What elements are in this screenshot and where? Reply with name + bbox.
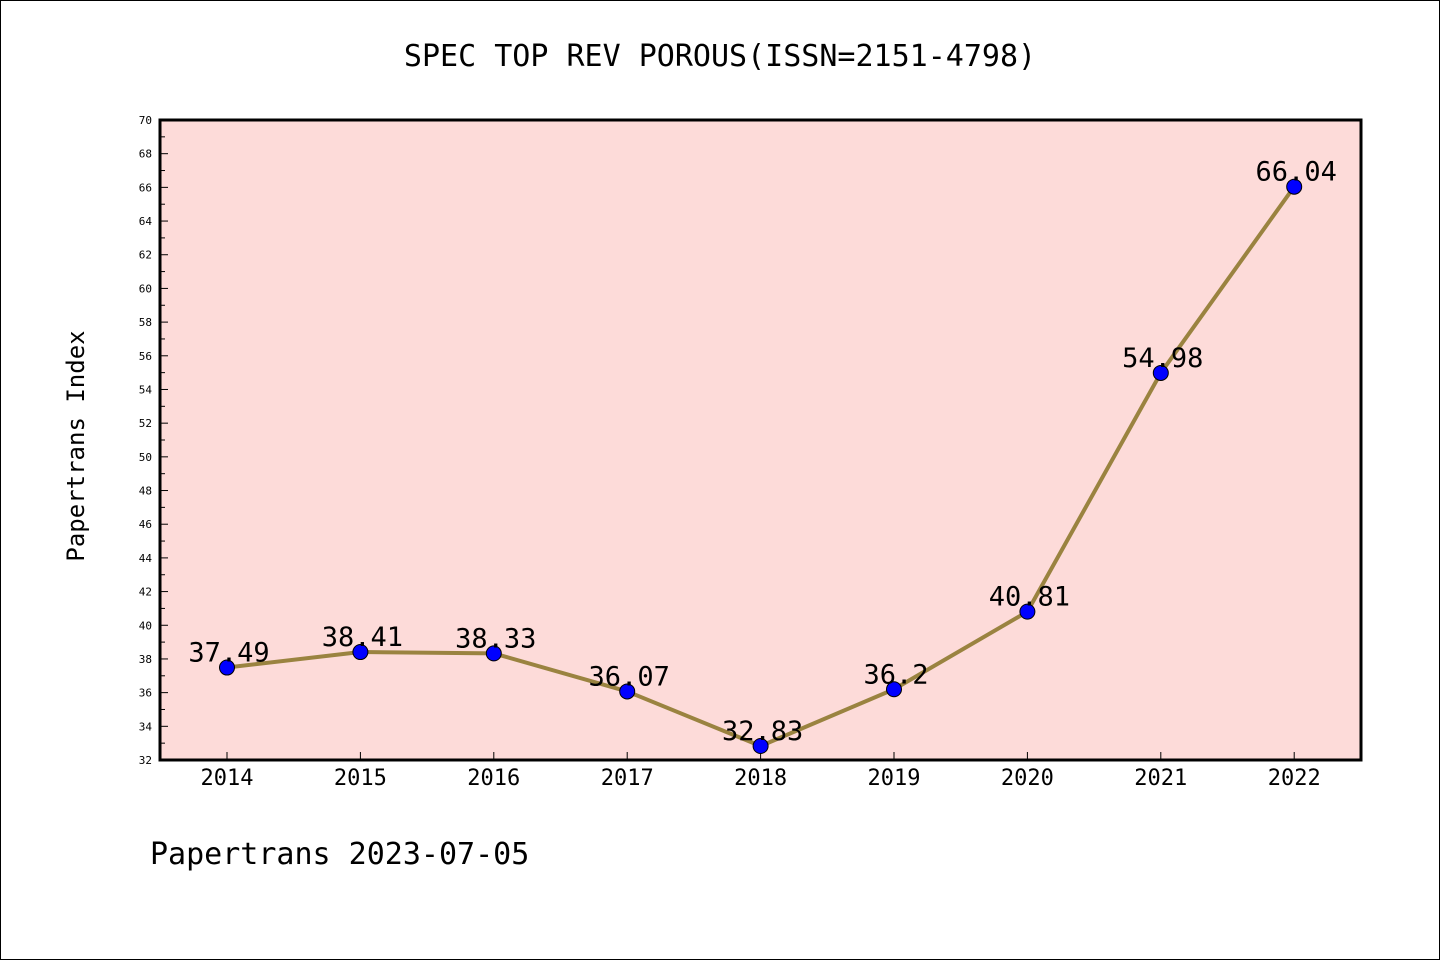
y-tick-label: 64	[139, 215, 153, 228]
data-label: 37.49	[188, 638, 269, 669]
x-tick-label: 2015	[334, 766, 387, 791]
footer-text: Papertrans 2023-07-05	[150, 837, 529, 872]
plot-border	[158, 118, 1363, 762]
y-tick-label: 52	[139, 417, 152, 430]
y-tick-label: 32	[139, 754, 152, 767]
data-point	[1019, 603, 1036, 620]
y-tick-label: 60	[139, 282, 152, 295]
y-tick-label: 42	[139, 586, 152, 599]
y-tick-label: 62	[139, 249, 152, 262]
data-label: 38.41	[322, 622, 403, 653]
x-tick-label: 2014	[201, 766, 254, 791]
data-label: 66.04	[1256, 157, 1337, 188]
data-point	[352, 644, 369, 661]
x-tick-label: 2016	[467, 766, 520, 791]
y-tick-label: 44	[139, 552, 153, 565]
data-point	[886, 681, 902, 698]
data-point	[219, 659, 235, 676]
data-point	[619, 683, 636, 700]
data-label: 38.33	[455, 623, 536, 654]
plot-area	[160, 120, 1361, 760]
y-tick-label: 50	[139, 451, 152, 464]
data-label: 40.81	[989, 582, 1070, 613]
y-tick-label: 38	[139, 653, 152, 666]
y-tick-label: 46	[139, 518, 152, 531]
data-label: 32.83	[722, 716, 803, 747]
y-tick-label: 36	[139, 687, 152, 700]
data-point	[485, 645, 502, 662]
x-tick-label: 2021	[1134, 766, 1187, 791]
data-label: 36.2	[863, 659, 928, 690]
y-tick-label: 58	[139, 316, 152, 329]
data-point	[1286, 178, 1303, 195]
data-labels: 37.49 38.41 38.33 36.07 32.83 36.2 40.81 54.98 6…	[188, 157, 1336, 747]
y-tick-label: 68	[139, 148, 152, 161]
y-tick-label: 34	[139, 720, 153, 733]
x-tick-label: 2022	[1268, 766, 1321, 791]
data-label: 36.07	[589, 661, 670, 692]
y-tick-label: 70	[139, 114, 152, 127]
chart-title: SPEC TOP REV POROUS(ISSN=2151-4798)	[404, 39, 1036, 74]
x-tick-label: 2019	[868, 766, 921, 791]
x-tick-label: 2020	[1001, 766, 1054, 791]
data-points	[219, 178, 1303, 755]
x-axis: 2014 2015 2016 2017 2018 2019 2020 2021 2022	[201, 752, 1321, 791]
y-tick-label: 48	[139, 485, 152, 498]
x-tick-label: 2018	[734, 766, 787, 791]
y-tick-label: 40	[139, 619, 152, 632]
data-label: 54.98	[1122, 343, 1203, 374]
y-axis-title: Papertrans Index	[62, 330, 90, 561]
data-point	[752, 738, 769, 755]
y-tick-label: 54	[139, 383, 153, 396]
y-tick-label: 56	[139, 350, 152, 363]
y-tick-label: 66	[139, 181, 152, 194]
x-tick-label: 2017	[601, 766, 654, 791]
data-point	[1152, 364, 1169, 381]
